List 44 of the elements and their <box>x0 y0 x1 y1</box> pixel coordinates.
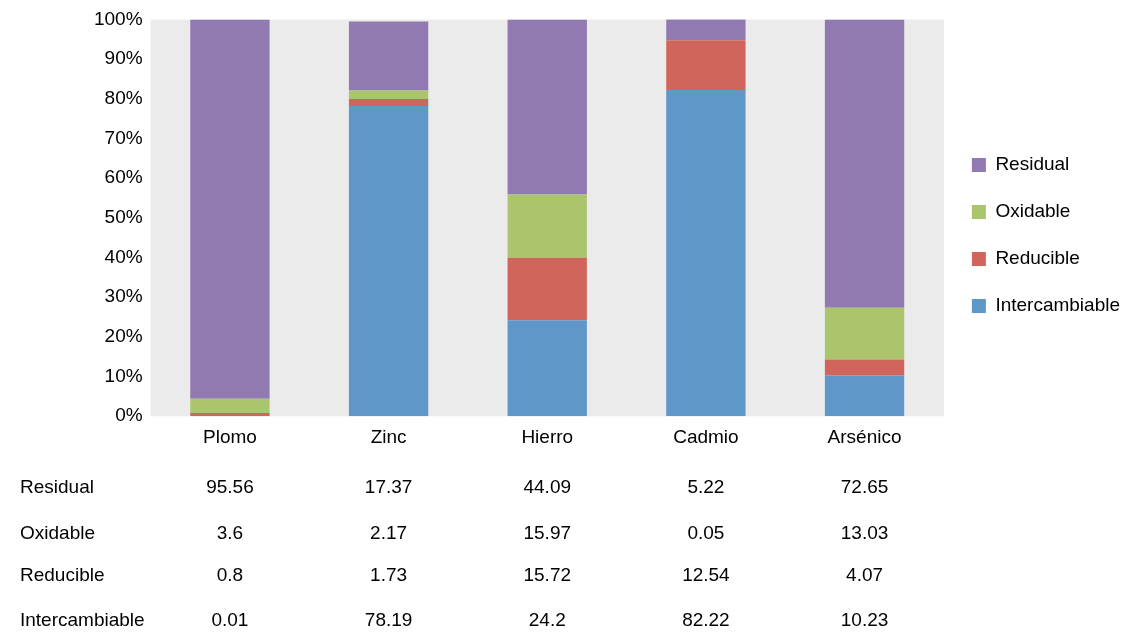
data-label: 44.09 <box>523 476 572 498</box>
x-tick-label: Plomo <box>202 425 257 447</box>
data-label: 17.37 <box>364 476 413 498</box>
x-tick-label: Cadmio <box>673 425 739 447</box>
data-label: 1.73 <box>370 564 408 586</box>
data-label: 95.56 <box>206 476 254 498</box>
data-label: 3.6 <box>216 522 244 544</box>
data-label: 5.22 <box>687 476 725 498</box>
text: Residual <box>20 476 94 498</box>
data-label: 12.54 <box>682 564 731 586</box>
y-tick-label: 40% <box>104 245 143 267</box>
y-tick-label: 20% <box>104 325 143 347</box>
data-label: 15.72 <box>523 564 572 586</box>
legend-label: Reducible <box>995 247 1080 269</box>
y-tick-label: 90% <box>104 47 143 69</box>
data-label: 10.23 <box>840 609 889 631</box>
data-label: 82.22 <box>682 609 730 631</box>
y-tick-label: 50% <box>104 206 143 228</box>
legend-label: Intercambiable <box>995 294 1120 316</box>
y-tick-label: 10% <box>104 364 143 386</box>
data-label: 24.2 <box>528 609 566 631</box>
data-label: 4.07 <box>846 564 884 586</box>
data-label: 0.01 <box>211 609 249 631</box>
data-label: 13.03 <box>840 522 889 544</box>
y-tick-label: 30% <box>104 285 143 307</box>
legend-label: Oxidable <box>995 200 1071 222</box>
text: Intercambiable <box>20 609 145 631</box>
y-tick-label: 70% <box>104 126 143 148</box>
text: Reducible <box>20 564 105 586</box>
text: Oxidable <box>20 522 95 544</box>
data-label: 72.65 <box>840 476 889 498</box>
x-tick-label: Arsénico <box>827 425 902 447</box>
y-tick-label: 80% <box>104 86 143 108</box>
data-label: 78.19 <box>364 609 413 631</box>
data-label: 0.8 <box>216 564 244 586</box>
data-label: 15.97 <box>523 522 572 544</box>
data-label: 0.05 <box>687 522 725 544</box>
data-label: 2.17 <box>370 522 408 544</box>
legend-label: Residual <box>995 153 1070 175</box>
y-tick-label: 60% <box>104 166 143 188</box>
y-tick-label: 0% <box>115 404 143 426</box>
x-tick-label: Zinc <box>370 425 407 447</box>
x-tick-label: Hierro <box>521 425 574 447</box>
y-tick-label: 100% <box>93 7 143 29</box>
